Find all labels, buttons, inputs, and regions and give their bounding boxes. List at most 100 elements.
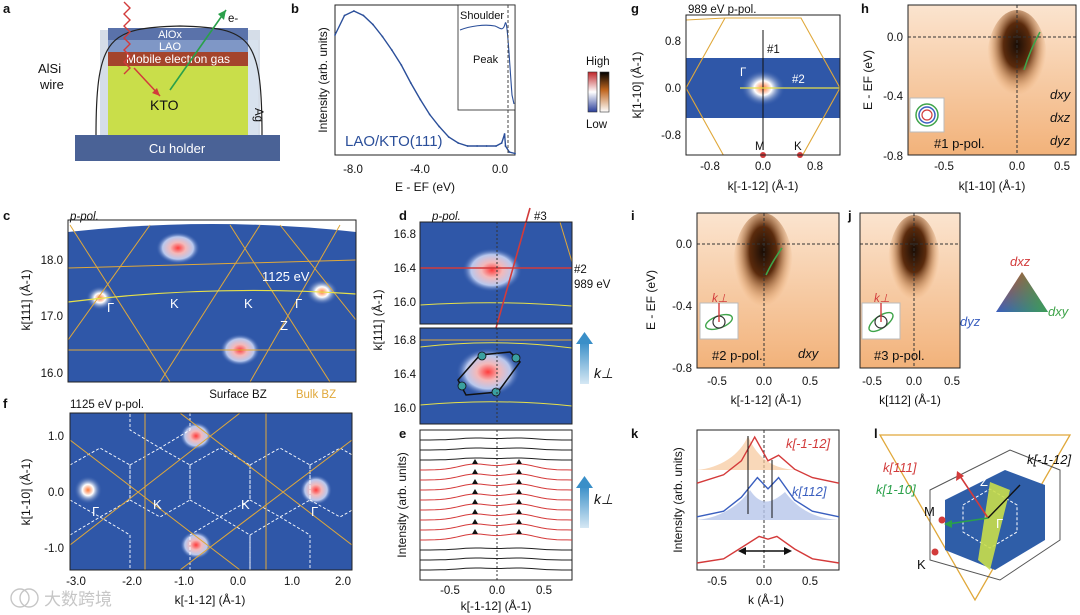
b-ylabel: Intensity (arb. units) (316, 27, 330, 132)
e-ylabel: Intensity (arb. units) (395, 452, 409, 557)
c-axes (67, 219, 357, 383)
k-series-2 (696, 535, 840, 564)
alsi-wire (95, 25, 263, 136)
d-kperp-label: k⊥ (594, 365, 613, 381)
g-ytick-2: -0.8 (661, 130, 681, 142)
h-cut-label: #1 p-pol. (934, 136, 985, 151)
i-ytick-1: -0.4 (672, 301, 692, 313)
b-point (495, 145, 497, 147)
g-label-gamma: Γ (740, 67, 747, 79)
i-green-fit (765, 247, 783, 276)
b-point (504, 145, 507, 147)
b-point (500, 142, 503, 144)
j-xtick-0: -0.5 (862, 376, 882, 388)
b-point (362, 14, 365, 17)
d-energy-label: 989 eV (574, 279, 611, 291)
inset-peak: Peak (473, 54, 499, 66)
ag-label: Ag (252, 108, 264, 122)
orbital-legend: dxz dyz dxy (960, 254, 1070, 329)
e-trace (420, 513, 573, 521)
h-orbital-0: dxy (1050, 87, 1072, 102)
b-point (334, 34, 336, 36)
i-cut-label: #2 p-pol. (712, 348, 763, 363)
e-trace (420, 493, 573, 501)
l-k110-arrow (947, 517, 989, 525)
h-ytick-1: -0.4 (883, 91, 903, 103)
g-hexagon (686, 17, 840, 155)
f-title: 1125 eV p-pol. (70, 399, 144, 411)
h-ytick-0: 0.0 (887, 32, 903, 44)
c-point-3: Γ (295, 296, 302, 311)
j-axes (859, 212, 961, 369)
l-label-k: K (917, 557, 926, 572)
f-spot-3 (300, 475, 332, 505)
colorbar-low: Low (586, 119, 608, 131)
i-kperp-label: k⊥ (712, 293, 728, 305)
panel-k: k k[-1-12] k[112] Intensity (arb. units)… (631, 426, 840, 607)
panel-g: g 989 eV p-pol. #1 #2 Γ M K k[1-10] (Å-1… (629, 1, 841, 193)
b-point (400, 64, 403, 66)
inset-curve (459, 22, 515, 105)
h-xlabel: k[1-10] (Å-1) (959, 178, 1026, 193)
watermark: 大数跨境 (10, 588, 112, 609)
e-trace (420, 437, 572, 441)
h-orbital-1: dxz (1050, 110, 1071, 125)
cu-holder-label: Cu holder (149, 141, 206, 156)
panel-k-letter: k (631, 426, 639, 441)
sample-label: LAO/KTO(111) (345, 133, 443, 150)
h-axes (907, 4, 1077, 156)
g-xtick-1: 0.0 (755, 161, 771, 173)
d-ytick-t2: 16.0 (394, 297, 416, 309)
colorbar-rwb (587, 71, 598, 113)
b-point (438, 125, 441, 128)
k-curve-label-1: k[112] (792, 484, 827, 499)
g-label-cut1: #1 (767, 44, 780, 56)
c-ytick-1: 17.0 (41, 311, 63, 323)
e-axes (419, 429, 573, 581)
d-ytick-t0: 16.8 (394, 229, 416, 241)
e-trace (420, 547, 572, 551)
e-kperp-label: k⊥ (594, 491, 613, 507)
g-label-m: M (755, 141, 765, 153)
xray-arrowhead (152, 88, 160, 96)
panel-a-letter: a (3, 1, 11, 16)
c-spot-1 (156, 232, 200, 264)
h-xtick-0: -0.5 (934, 161, 954, 173)
i-axes (696, 212, 840, 369)
f-spot-1 (180, 422, 212, 450)
panel-d-letter: d (399, 208, 407, 223)
e-kperp-arrow (580, 486, 589, 528)
b-point (485, 145, 488, 147)
e-xtick-2: 0.5 (536, 585, 552, 597)
d-spot-top (462, 248, 522, 292)
f-ytick-2: -1.0 (44, 543, 64, 555)
g-ytick-0: 0.8 (665, 36, 681, 48)
lao-layer (108, 40, 248, 52)
g-label-cut2: #2 (792, 74, 805, 86)
g-ylabel: k[1-10] (Å-1) (629, 52, 644, 119)
l-k111-arrow (959, 475, 989, 519)
c-point-2: K (244, 296, 253, 311)
e-peak-marker (472, 459, 478, 464)
e-peak-marker (516, 469, 522, 474)
l-label-m: M (924, 504, 935, 519)
e-peak-marker (516, 489, 522, 494)
b-point (476, 145, 478, 147)
k-curves (696, 435, 840, 564)
g-xlabel: k[-1-12] (Å-1) (728, 178, 799, 193)
b-xlabel: E - EF (eV) (395, 180, 455, 194)
legend-right: dxy (1048, 304, 1070, 319)
k-curve-label-0: k[-1-12] (786, 436, 830, 451)
e-trace (420, 457, 572, 461)
b-point (514, 152, 516, 155)
alox-layer (108, 28, 248, 40)
d-kperp-head (576, 332, 593, 344)
e-peak-marker (472, 509, 478, 514)
f-ytick-1: 0.0 (48, 487, 64, 499)
panel-c: c p-pol. 1125 eV Γ K K Γ Z (3, 208, 357, 383)
e-trace (420, 503, 573, 511)
d-arc-top (420, 302, 572, 307)
b-point (419, 98, 422, 101)
